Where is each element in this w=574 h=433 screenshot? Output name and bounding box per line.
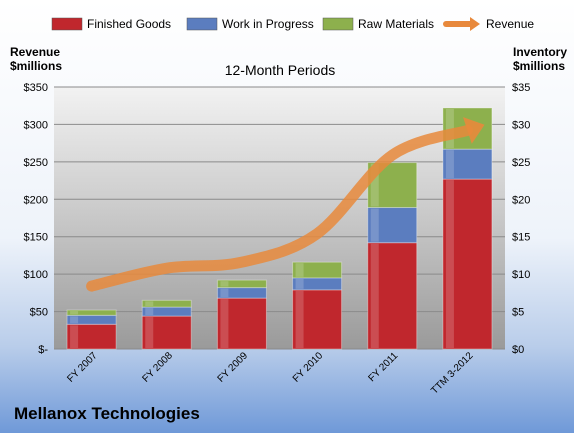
left-tick-label: $350 <box>24 82 48 94</box>
bar-highlight <box>295 263 304 277</box>
left-tick-label: $250 <box>24 157 48 169</box>
left-tick-label: $300 <box>24 119 48 131</box>
legend-label: Work in Progress <box>222 17 314 31</box>
bar-highlight <box>370 243 379 348</box>
bar-highlight <box>145 317 154 348</box>
bar-highlight <box>145 301 154 307</box>
bar-work-in-progress <box>66 314 117 325</box>
legend-label: Raw Materials <box>358 17 434 31</box>
bar-highlight <box>220 299 229 348</box>
bar-highlight <box>70 311 79 315</box>
right-axis-title-line1: Inventory <box>513 45 568 59</box>
bar-highlight <box>445 180 454 348</box>
legend-swatch <box>322 17 354 31</box>
bar-highlight <box>295 278 304 289</box>
bar-finished-goods <box>66 323 117 350</box>
bar-finished-goods <box>216 297 267 350</box>
left-tick-label: $50 <box>30 307 48 319</box>
bar-finished-goods <box>141 315 192 350</box>
bar-highlight <box>295 290 304 348</box>
bar-highlight <box>445 150 454 179</box>
legend-label: Revenue <box>486 17 534 31</box>
bar-highlight <box>70 316 79 324</box>
legend-swatch <box>51 17 83 31</box>
right-tick-label: $30 <box>512 119 530 131</box>
bar-highlight <box>145 308 154 316</box>
revenue-arrowhead <box>463 117 485 144</box>
revenue-line <box>86 124 473 292</box>
right-tick-label: $25 <box>512 157 530 169</box>
right-tick-label: $5 <box>512 307 524 319</box>
company-name: Mellanox Technologies <box>14 404 200 423</box>
bar-highlight <box>370 163 379 207</box>
right-tick-label: $0 <box>512 344 524 356</box>
bar-highlight <box>220 288 229 298</box>
legend-label: Finished Goods <box>87 17 171 31</box>
bar-raw-materials <box>292 261 343 279</box>
bar-finished-goods <box>442 178 493 350</box>
chart-title: 12-Month Periods <box>224 62 336 78</box>
bar-work-in-progress <box>367 207 418 244</box>
bar-raw-materials <box>66 309 117 316</box>
right-axis-title-line2: $millions <box>513 59 566 73</box>
bar-highlight <box>70 325 79 348</box>
bar-highlight <box>370 208 379 242</box>
left-axis-title: Revenue $millions <box>10 45 62 73</box>
bar-highlight <box>445 108 454 149</box>
bar-raw-materials <box>216 279 267 289</box>
bar-raw-materials <box>141 299 192 308</box>
right-tick-label: $10 <box>512 269 530 281</box>
right-tick-label: $35 <box>512 82 530 94</box>
left-axis-title-line1: Revenue <box>10 45 61 59</box>
bar-finished-goods <box>367 242 418 350</box>
plot-area <box>54 87 505 349</box>
legend-swatch <box>186 17 218 31</box>
legend-arrowhead <box>470 17 480 31</box>
left-tick-label: $- <box>38 344 48 356</box>
right-tick-label: $15 <box>512 232 530 244</box>
right-axis-title: Inventory $millions <box>513 45 567 73</box>
left-tick-label: $100 <box>24 269 48 281</box>
left-tick-label: $150 <box>24 232 48 244</box>
right-tick-label: $20 <box>512 194 530 206</box>
bar-finished-goods <box>292 289 343 350</box>
left-axis-title-line2: $millions <box>10 59 63 73</box>
bar-highlight <box>220 281 229 287</box>
left-tick-label: $200 <box>24 194 48 206</box>
